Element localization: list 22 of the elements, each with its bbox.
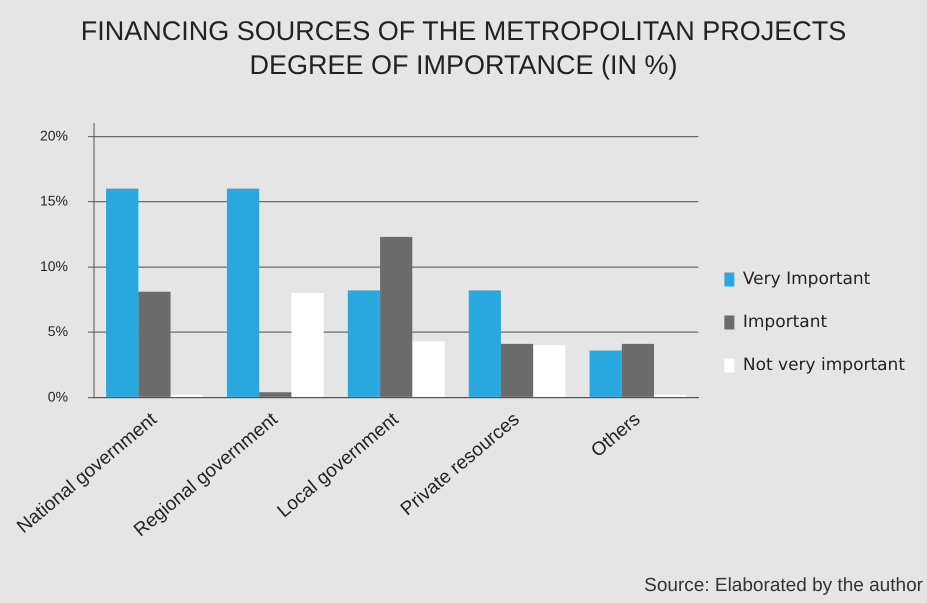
bar [291, 293, 324, 397]
y-tick-label: 0% [48, 388, 68, 404]
bar [226, 188, 260, 397]
legend-label: Important [742, 312, 828, 332]
bar [348, 290, 380, 397]
bar [412, 341, 445, 397]
bar [590, 350, 622, 397]
text: DEGREE OF IMPORTANCE (IN %) [249, 50, 678, 80]
bar [468, 290, 501, 397]
y-tick-label: 10% [40, 258, 68, 274]
y-tick-label: 15% [40, 192, 68, 209]
bar [622, 344, 654, 397]
bar [106, 188, 138, 397]
bar [533, 345, 566, 397]
bar [259, 392, 292, 397]
legend-label: Very Important [742, 268, 871, 289]
bar [500, 344, 534, 397]
y-tick-label: 5% [48, 323, 68, 340]
legend-label: Not very important [742, 354, 906, 375]
source-note: Source: Elaborated by the author [644, 575, 923, 597]
text: FINANCING SOURCES OF THE METROPOLITAN PROJECTS [80, 16, 846, 46]
y-tick-label: 20% [40, 127, 68, 144]
